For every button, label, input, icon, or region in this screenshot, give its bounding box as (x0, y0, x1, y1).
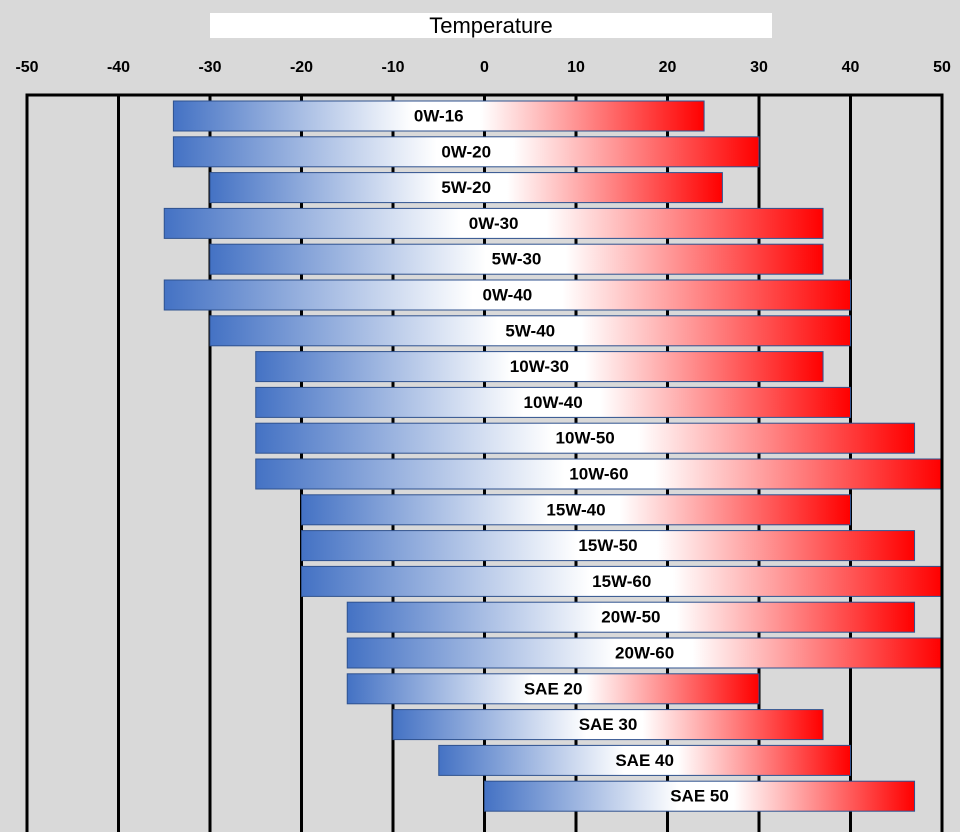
bar (392, 709, 824, 741)
x-tick-label: -50 (15, 59, 38, 76)
bars: 0W-16 0W-20 5W-20 0W-30 5W-30 0W-40 5W-40 10W-3… (163, 100, 943, 812)
bar-label: SAE 50 (670, 787, 729, 806)
x-tick-label: -30 (198, 59, 221, 76)
x-tick-label: -40 (107, 59, 130, 76)
x-tick-label: 20 (659, 59, 677, 76)
bar (255, 458, 943, 490)
bar-label: 10W-30 (510, 357, 569, 376)
bar (255, 386, 851, 418)
plot-border (25, 93, 944, 832)
title-box (210, 13, 772, 38)
x-tick-label: -10 (381, 59, 404, 76)
bar-label: 15W-50 (578, 536, 637, 555)
x-tick-label: 10 (567, 59, 585, 76)
bar-label: 0W-40 (483, 285, 533, 304)
bar (255, 422, 916, 454)
bar-label: SAE 30 (579, 715, 638, 734)
bar (346, 601, 916, 633)
x-tick-label: 0 (480, 59, 489, 76)
x-tick-label: 30 (750, 59, 768, 76)
x-tick-label: 50 (933, 59, 951, 76)
bar-label: 20W-50 (601, 608, 660, 627)
bar-label: 0W-20 (441, 142, 491, 161)
bar (172, 100, 705, 132)
bar (484, 780, 916, 812)
bar (172, 136, 760, 168)
bar (209, 315, 851, 347)
bar (346, 637, 943, 669)
bar (438, 744, 851, 776)
bar-label: 15W-60 (592, 572, 651, 591)
bar (209, 172, 723, 204)
bar-label: 15W-40 (546, 500, 605, 519)
x-tick-label: -20 (290, 59, 313, 76)
chart-title: Temperature (429, 13, 553, 38)
bar-label: 10W-60 (569, 464, 628, 483)
bar (301, 530, 916, 562)
bar (163, 279, 851, 311)
bar (301, 565, 943, 597)
bar (255, 351, 824, 383)
bar (301, 494, 851, 526)
bar-label: 5W-20 (441, 178, 491, 197)
bar-label: 10W-40 (524, 393, 583, 412)
bar (209, 243, 824, 275)
bar-label: 10W-50 (556, 429, 615, 448)
bar-label: 20W-60 (615, 643, 674, 662)
bar-label: 5W-40 (505, 321, 555, 340)
x-tick-label: 40 (842, 59, 860, 76)
bar-label: SAE 40 (615, 751, 674, 770)
bar-label: 0W-30 (469, 214, 519, 233)
bar (163, 207, 824, 239)
bar (346, 673, 760, 705)
bar-label: 0W-16 (414, 106, 464, 125)
bar-label: 5W-30 (492, 250, 542, 269)
bar-label: SAE 20 (524, 679, 583, 698)
